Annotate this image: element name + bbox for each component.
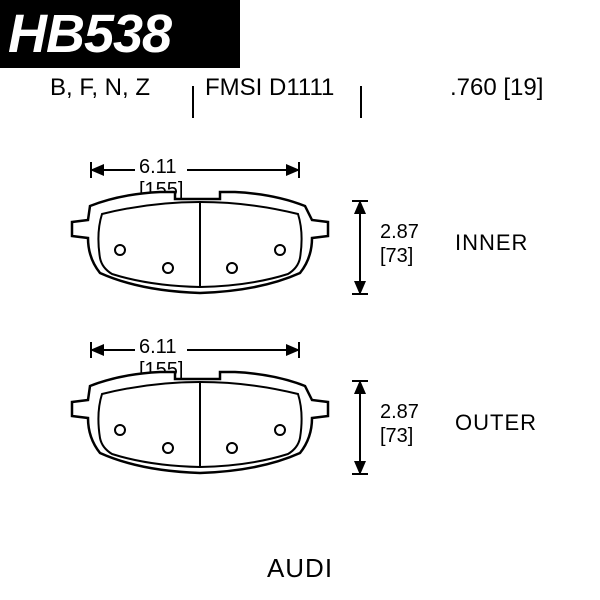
diagram-area: 6.11 [155] 2.87 [73] INNER [60, 140, 540, 540]
height-dimension-label: 2.87 [73] [380, 220, 419, 268]
height-dimension-label: 2.87 [73] [380, 400, 419, 448]
part-number: HB538 [8, 3, 171, 65]
height-value-mm: [73] [380, 244, 419, 268]
width-dimension-arrow [90, 160, 300, 180]
pad-position-label: OUTER [455, 410, 537, 436]
thickness-spec: .760 [19] [450, 74, 543, 102]
height-dimension-arrow [350, 200, 370, 295]
vehicle-brand: AUDI [0, 553, 600, 584]
fmsi-code: FMSI D1111 [205, 74, 334, 102]
height-value: 2.87 [380, 400, 419, 424]
divider [192, 86, 194, 118]
brake-pad-outer-drawing [60, 368, 340, 488]
height-value: 2.87 [380, 220, 419, 244]
header-bar: HB538 [0, 0, 240, 68]
compound-codes: B, F, N, Z [50, 74, 150, 102]
height-value-mm: [73] [380, 424, 419, 448]
divider [360, 86, 362, 118]
pad-position-label: INNER [455, 230, 528, 256]
height-dimension-arrow [350, 380, 370, 475]
brake-pad-inner-drawing [60, 188, 340, 308]
width-dimension-arrow [90, 340, 300, 360]
